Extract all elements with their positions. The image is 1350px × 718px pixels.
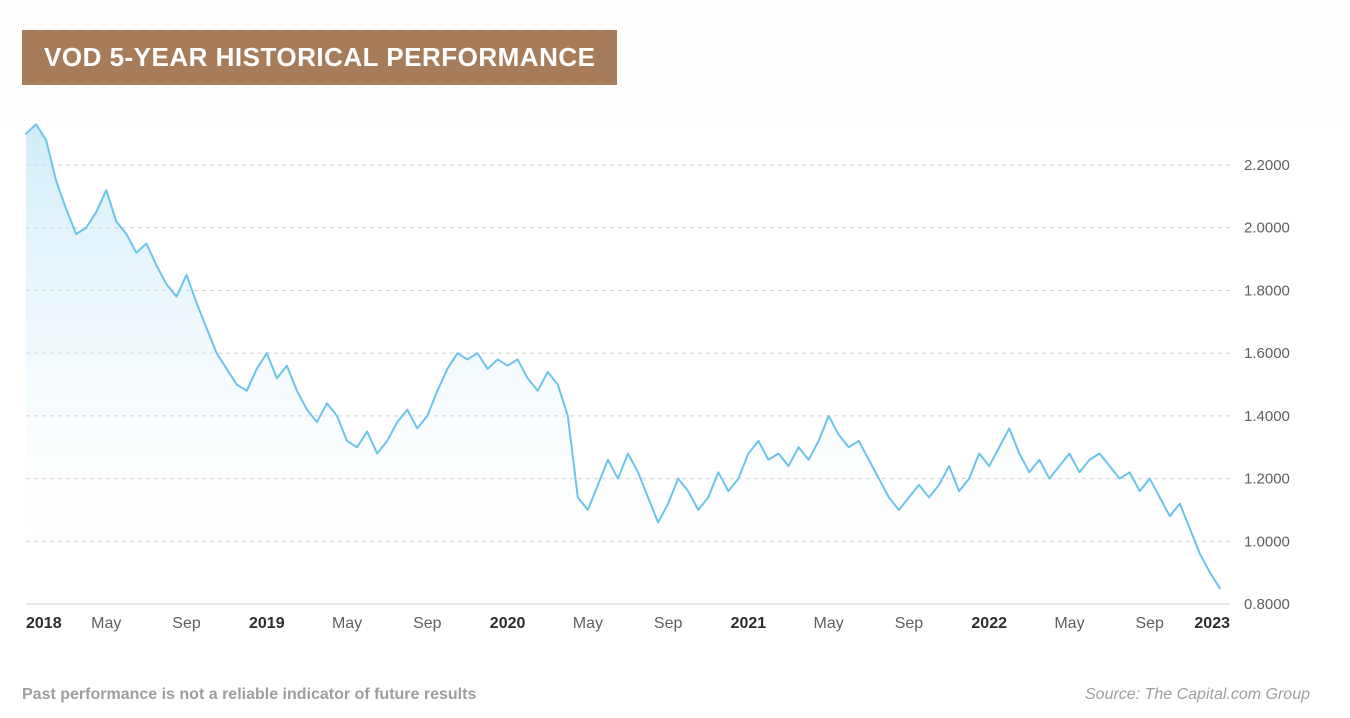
chart-title-text: VOD 5-YEAR HISTORICAL PERFORMANCE — [44, 42, 595, 72]
svg-text:1.4000: 1.4000 — [1244, 408, 1290, 425]
chart-container: 0.8000 1.0000 1.2000 1.4000 1.6000 1.8000 2.00… — [22, 108, 1310, 638]
svg-text:2020: 2020 — [490, 615, 526, 632]
svg-text:2022: 2022 — [971, 615, 1007, 632]
svg-text:May: May — [91, 615, 121, 632]
svg-text:2019: 2019 — [249, 615, 285, 632]
svg-text:2021: 2021 — [731, 615, 767, 632]
svg-text:May: May — [573, 615, 603, 632]
svg-text:May: May — [1054, 615, 1084, 632]
svg-text:2.0000: 2.0000 — [1244, 220, 1290, 237]
svg-text:Sep: Sep — [413, 615, 442, 632]
svg-text:2018: 2018 — [26, 615, 62, 632]
disclaimer-text: Past performance is not a reliable indic… — [22, 686, 476, 704]
chart-footer: Past performance is not a reliable indic… — [22, 686, 1310, 704]
svg-text:1.0000: 1.0000 — [1244, 533, 1290, 550]
chart-title: VOD 5-YEAR HISTORICAL PERFORMANCE — [22, 30, 617, 85]
svg-text:1.6000: 1.6000 — [1244, 345, 1290, 362]
svg-text:Sep: Sep — [1135, 615, 1164, 632]
svg-text:1.8000: 1.8000 — [1244, 282, 1290, 299]
svg-text:Sep: Sep — [654, 615, 683, 632]
area-chart: 0.8000 1.0000 1.2000 1.4000 1.6000 1.8000 2.00… — [22, 108, 1310, 638]
svg-text:May: May — [332, 615, 362, 632]
svg-text:May: May — [814, 615, 844, 632]
svg-text:0.8000: 0.8000 — [1244, 596, 1290, 613]
svg-text:Sep: Sep — [895, 615, 924, 632]
source-text: Source: The Capital.com Group — [1085, 686, 1310, 704]
svg-text:Sep: Sep — [172, 615, 201, 632]
svg-text:2023: 2023 — [1194, 615, 1230, 632]
svg-text:1.2000: 1.2000 — [1244, 471, 1290, 488]
svg-text:2.2000: 2.2000 — [1244, 157, 1290, 174]
